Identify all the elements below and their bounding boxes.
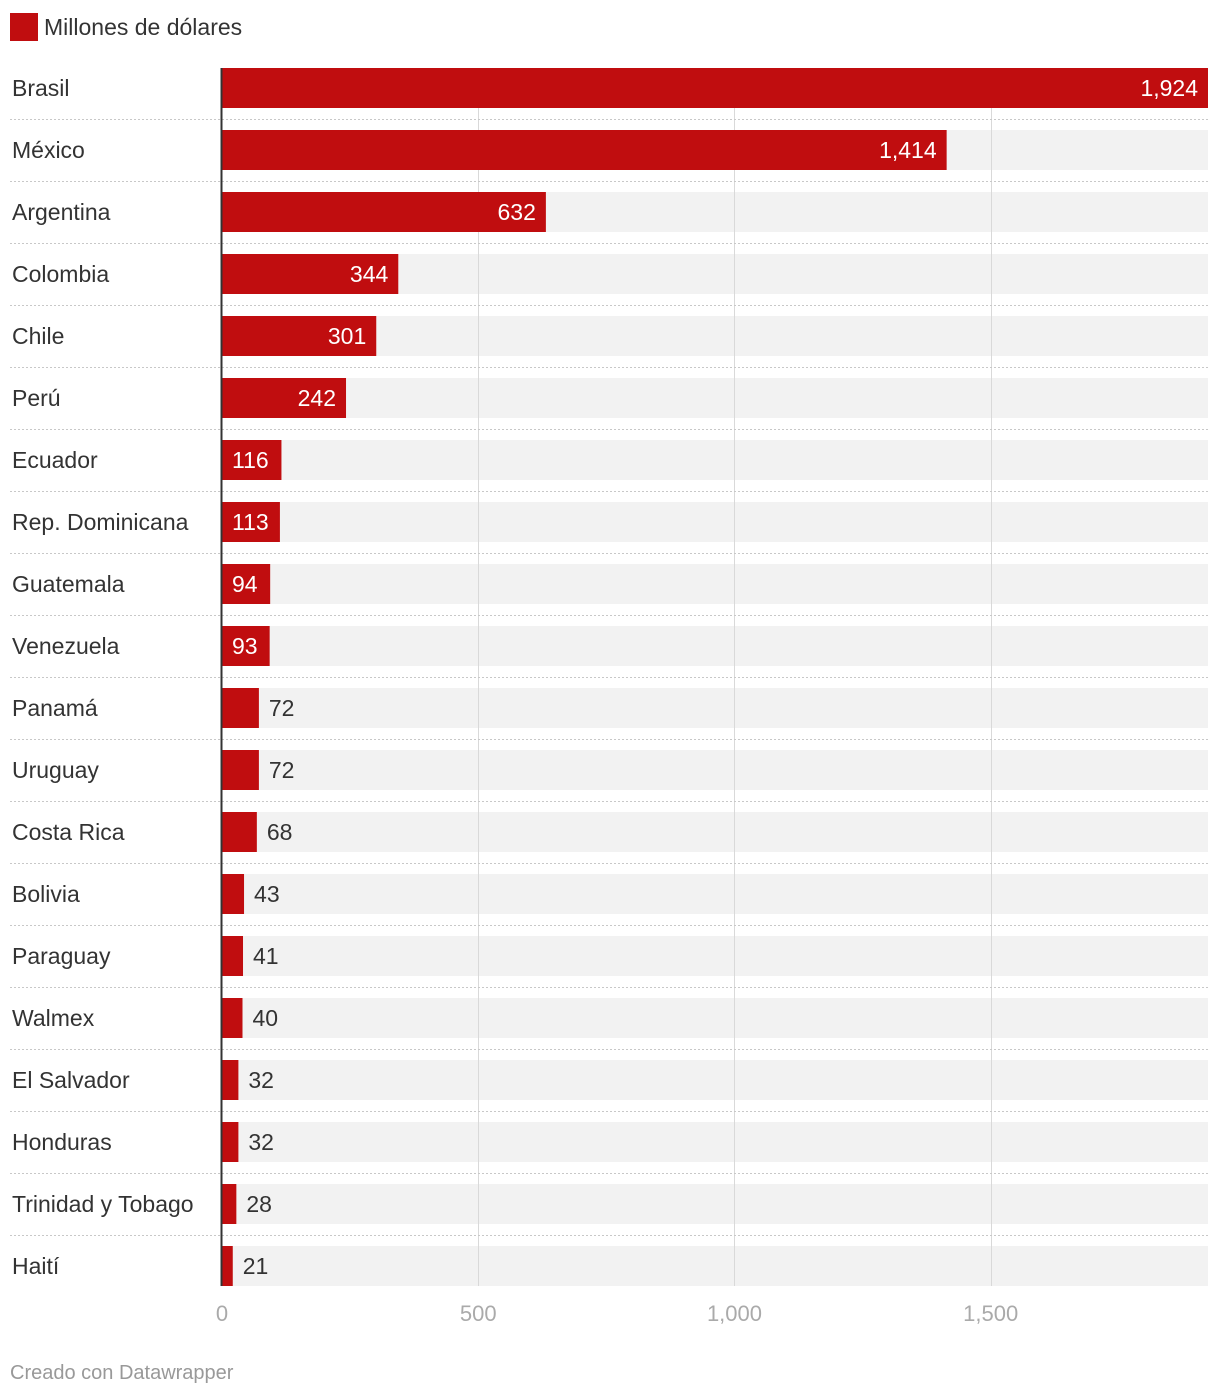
bar [222,130,947,170]
category-label: Brasil [12,75,70,101]
value-label: 1,924 [1140,75,1198,101]
value-label: 41 [253,943,279,969]
category-label: Uruguay [12,757,99,783]
value-label: 632 [498,199,536,225]
category-label: Chile [12,323,64,349]
footer-credit: Creado con Datawrapper [10,1362,234,1384]
category-label: Walmex [12,1005,95,1031]
bar-track [222,1246,1208,1286]
category-label: Trinidad y Tobago [12,1191,194,1217]
bar [222,254,399,294]
value-label: 344 [350,261,389,287]
category-label: Argentina [12,199,111,225]
bar [222,1184,237,1224]
bar-track [222,998,1208,1038]
bar-track [222,378,1208,418]
bar-track [222,874,1208,914]
value-label: 94 [232,571,258,597]
bar-track [222,626,1208,666]
bar-track [222,1060,1208,1100]
value-label: 32 [248,1067,274,1093]
chart-legend: Millones de dólares [10,12,242,42]
category-label: Guatemala [12,571,125,597]
value-label: 72 [269,757,295,783]
x-tick-label: 500 [460,1301,497,1326]
category-label: Bolivia [12,881,80,907]
bar [222,316,377,356]
bar [222,750,259,790]
bar-track [222,316,1208,356]
bar-track [222,1122,1208,1162]
bar-track [222,750,1208,790]
category-label: Panamá [12,695,98,721]
bar [222,378,347,418]
value-label: 21 [243,1253,269,1279]
bar [222,936,244,976]
x-tick-label: 0 [216,1301,228,1326]
bar [222,440,282,480]
bar [222,812,257,852]
bar [222,998,243,1038]
category-label: Honduras [12,1129,112,1155]
bar [222,1122,239,1162]
bar-track [222,812,1208,852]
value-label: 32 [248,1129,274,1155]
bar-track [222,688,1208,728]
value-label: 72 [269,695,295,721]
value-label: 116 [232,447,269,473]
category-label: Rep. Dominicana [12,509,189,535]
category-label: Venezuela [12,633,120,659]
category-label: Haití [12,1253,60,1279]
bar-track [222,564,1208,604]
legend-swatch [10,13,38,41]
legend-label: Millones de dólares [44,14,243,40]
bar [222,626,270,666]
bar [222,192,546,232]
category-label: Colombia [12,261,109,287]
bar-track [222,936,1208,976]
x-tick-label: 1,000 [707,1301,762,1326]
value-label: 301 [328,323,366,349]
bar-track [222,1184,1208,1224]
category-label: Perú [12,385,61,411]
bar [222,502,280,542]
category-label: México [12,137,85,163]
bar [222,688,259,728]
category-label: Costa Rica [12,819,125,845]
category-label: El Salvador [12,1067,130,1093]
value-label: 43 [254,881,280,907]
bar [222,564,271,604]
value-label: 113 [232,509,269,535]
bar [222,874,245,914]
x-tick-label: 1,500 [963,1301,1018,1326]
bar [222,1246,233,1286]
category-label: Ecuador [12,447,98,473]
bar-track [222,502,1208,542]
bar-track [222,440,1208,480]
value-label: 40 [252,1005,278,1031]
category-label: Paraguay [12,943,111,969]
bar-chart: Brasil 1,924 México 1,414 Argentina 632 Colomb… [10,68,1208,1326]
value-label: 28 [246,1191,272,1217]
value-label: 68 [267,819,293,845]
bar [222,68,1208,108]
value-label: 242 [298,385,336,411]
value-label: 93 [232,633,258,659]
value-label: 1,414 [879,137,937,163]
bar [222,1060,239,1100]
